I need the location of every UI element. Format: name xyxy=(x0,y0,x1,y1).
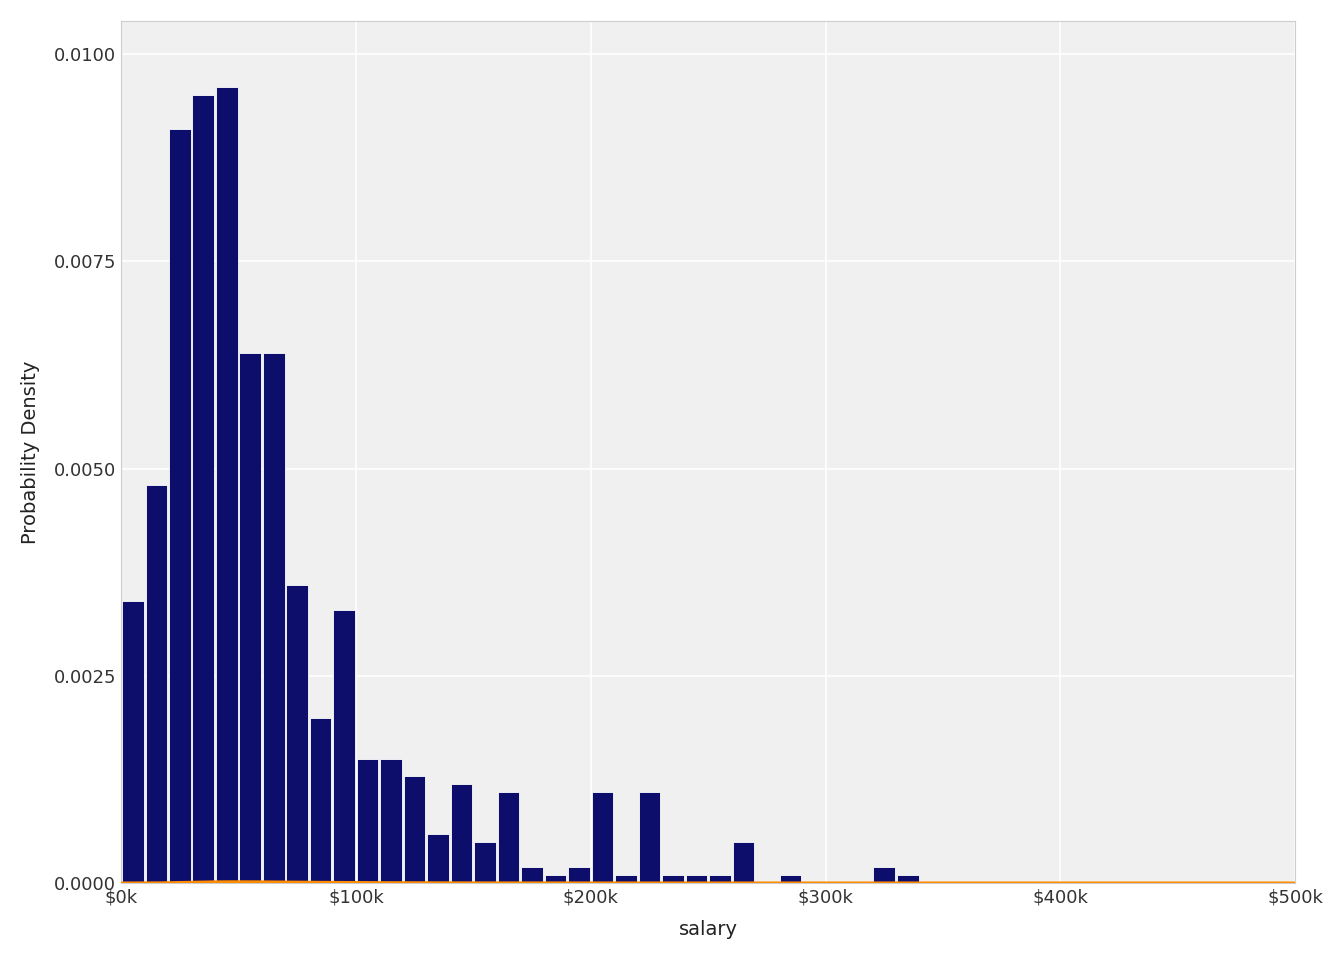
Bar xyxy=(591,792,613,883)
Bar xyxy=(145,486,167,883)
X-axis label: salary: salary xyxy=(679,921,738,939)
Bar xyxy=(780,876,801,883)
Bar xyxy=(874,867,895,883)
Bar xyxy=(732,842,754,883)
Bar xyxy=(544,876,566,883)
Bar xyxy=(497,792,519,883)
Bar xyxy=(616,876,637,883)
Bar xyxy=(216,87,238,883)
Bar xyxy=(239,352,261,883)
Bar xyxy=(403,776,426,883)
Bar xyxy=(263,352,285,883)
Bar xyxy=(333,610,355,883)
Bar xyxy=(169,129,191,883)
Bar xyxy=(663,876,684,883)
Bar xyxy=(310,717,332,883)
Y-axis label: Probability Density: Probability Density xyxy=(22,360,40,543)
Bar xyxy=(638,792,660,883)
Bar xyxy=(896,876,918,883)
Bar xyxy=(450,784,472,883)
Bar xyxy=(710,876,731,883)
Bar xyxy=(286,585,308,883)
Bar xyxy=(474,842,496,883)
Bar xyxy=(358,759,379,883)
Bar xyxy=(685,876,707,883)
Bar xyxy=(122,601,144,883)
Bar xyxy=(569,867,590,883)
Bar xyxy=(427,833,449,883)
Bar xyxy=(521,867,543,883)
Bar xyxy=(380,759,402,883)
Bar xyxy=(192,95,214,883)
